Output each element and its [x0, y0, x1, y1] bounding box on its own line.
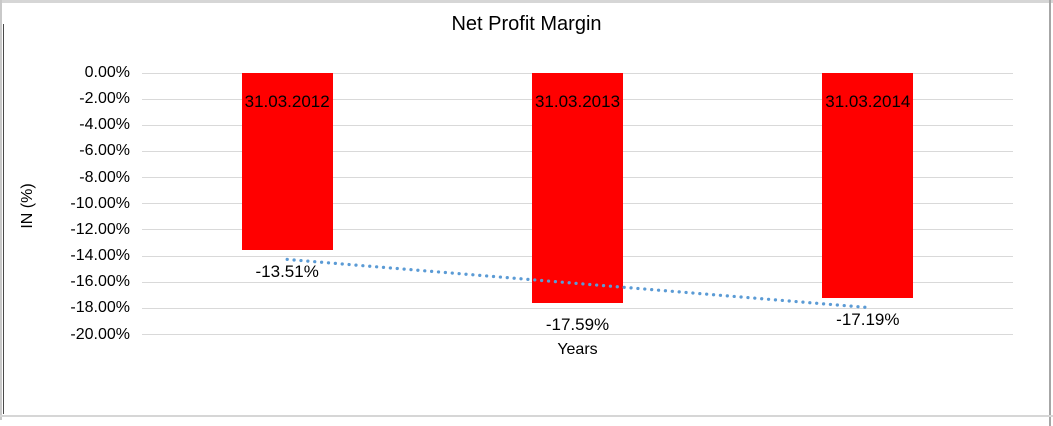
chart-title: Net Profit Margin	[451, 13, 602, 35]
chart-border-left	[3, 24, 4, 414]
y-axis-tick-label: -8.00%	[79, 168, 130, 186]
data-label: -13.51%	[255, 261, 319, 281]
y-axis-tick-label: -4.00%	[79, 116, 130, 134]
gridline	[142, 334, 1013, 335]
data-label: -17.59%	[545, 314, 610, 334]
category-label: 31.03.2013	[534, 92, 621, 111]
category-label: 31.03.2014	[825, 92, 911, 111]
y-axis-tick-label: -6.00%	[79, 142, 130, 160]
window-border-top	[0, 0, 1053, 3]
window-border-left	[0, 0, 2, 420]
category-label: 31.03.2012	[244, 92, 330, 111]
bar-31.03.2012[interactable]	[241, 73, 333, 250]
window-border-bottom	[0, 415, 1053, 417]
gridline	[142, 307, 1013, 309]
x-axis-title: Years	[557, 341, 598, 358]
y-axis-tick-label: -12.00%	[70, 220, 130, 238]
y-axis-tick-label: -18.00%	[70, 299, 130, 317]
y-axis-tick-label: -10.00%	[70, 194, 130, 212]
y-axis-tick-label: -16.00%	[70, 273, 130, 291]
data-label: -17.19%	[836, 309, 900, 329]
y-axis-tick-label: 0.00%	[84, 64, 130, 81]
y-axis-tick-label: -2.00%	[79, 90, 130, 108]
y-axis-tick-label: -20.00%	[70, 325, 130, 343]
y-axis-tick-label: -14.00%	[70, 247, 130, 265]
window-border-right	[1049, 0, 1051, 426]
